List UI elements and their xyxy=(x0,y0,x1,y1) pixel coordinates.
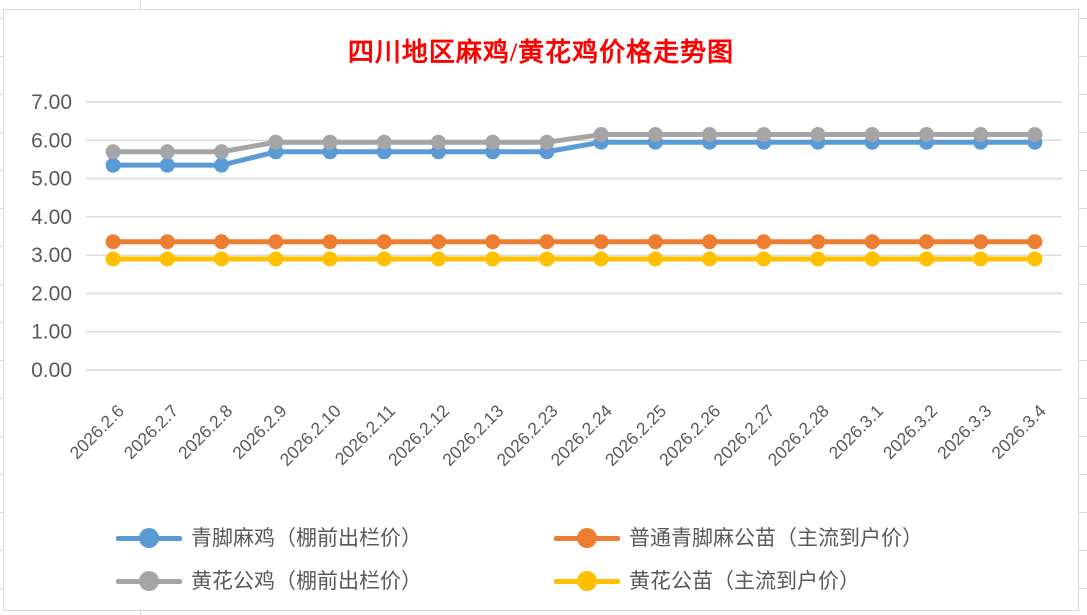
series-0-line xyxy=(113,139,1035,168)
series-2-point-13 xyxy=(810,127,826,143)
y-axis-tick-label: 4.00 xyxy=(31,206,72,229)
series-2-point-17 xyxy=(1027,127,1043,143)
legend-label: 黄花公苗（主流到户价） xyxy=(629,569,860,593)
series-1-point-1 xyxy=(159,234,175,250)
legend-line-marker-icon xyxy=(554,570,620,591)
legend-item-huanghua-gongmiao[interactable]: 黄花公苗（主流到户价） xyxy=(554,569,860,592)
series-3-point-13 xyxy=(810,251,826,267)
series-1-point-0 xyxy=(105,234,121,250)
legend-label: 黄花公鸡（棚前出栏价） xyxy=(191,569,422,593)
series-1-point-3 xyxy=(268,234,284,250)
y-axis-tick-label: 3.00 xyxy=(31,244,72,267)
series-0-point-2 xyxy=(214,157,230,173)
series-2-point-5 xyxy=(376,134,392,150)
series-2-point-1 xyxy=(159,144,175,160)
series-2-point-4 xyxy=(322,134,338,150)
series-2-line xyxy=(113,132,1035,155)
series-1-point-6 xyxy=(430,234,446,250)
series-2-point-6 xyxy=(430,134,446,150)
series-2-point-8 xyxy=(539,134,555,150)
series-3-point-14 xyxy=(864,251,880,267)
y-axis-tick-label: 6.00 xyxy=(31,129,72,152)
legend-line-marker-icon xyxy=(116,527,182,548)
series-1-point-12 xyxy=(756,234,772,250)
series-1-point-5 xyxy=(376,234,392,250)
series-3-point-4 xyxy=(322,251,338,267)
series-3-point-17 xyxy=(1027,251,1043,267)
x-axis-tick-label: 2026.3.1 xyxy=(825,401,887,463)
x-axis-tick-label: 2026.2.7 xyxy=(120,401,182,463)
series-3-point-2 xyxy=(214,251,230,267)
x-axis-tick-label: 2026.3.4 xyxy=(987,401,1049,463)
legend-label: 青脚麻鸡（棚前出栏价） xyxy=(191,526,422,550)
series-2-point-0 xyxy=(105,144,121,160)
series-2-point-15 xyxy=(918,127,934,143)
series-3-point-16 xyxy=(973,251,989,267)
series-2-point-10 xyxy=(647,127,663,143)
series-3-point-11 xyxy=(702,251,718,267)
legend-line-marker-icon xyxy=(554,527,620,548)
legend-item-huanghua-gongji[interactable]: 黄花公鸡（棚前出栏价） xyxy=(116,569,422,592)
legend-item-putong-qingjiaoma-gongmiao[interactable]: 普通青脚麻公苗（主流到户价） xyxy=(554,526,923,549)
y-axis-tick-label: 7.00 xyxy=(31,91,72,114)
series-3-point-3 xyxy=(268,251,284,267)
legend-label: 普通青脚麻公苗（主流到户价） xyxy=(629,526,923,550)
series-1-point-15 xyxy=(918,234,934,250)
series-3-point-12 xyxy=(756,251,772,267)
series-1-point-7 xyxy=(485,234,501,250)
series-2-point-9 xyxy=(593,127,609,143)
price-line-chart: 0.00 1.00 2.00 3.00 4.00 5.00 6.00 7.00 2026.2.6… xyxy=(31,91,1062,470)
x-axis-tick-label: 2026.2.8 xyxy=(174,401,236,463)
chart-panel[interactable]: 四川地区麻鸡/黄花鸡价格走势图 0.00 1.00 2.00 3.00 4.00 5.00… xyxy=(3,9,1079,611)
legend-item-qingjiao-maji[interactable]: 青脚麻鸡（棚前出栏价） xyxy=(116,526,422,549)
y-axis-tick-label: 0.00 xyxy=(31,359,72,382)
series-1-point-8 xyxy=(539,234,555,250)
legend-line-marker-icon xyxy=(116,570,182,591)
x-axis-tick-label: 2026.3.2 xyxy=(879,401,941,463)
series-0-point-1 xyxy=(159,157,175,173)
series-3-point-9 xyxy=(593,251,609,267)
series-1-point-11 xyxy=(702,234,718,250)
series-2-point-12 xyxy=(756,127,772,143)
series-3-point-7 xyxy=(485,251,501,267)
series-2-point-3 xyxy=(268,134,284,150)
series-3-point-1 xyxy=(159,251,175,267)
chart-legend: 青脚麻鸡（棚前出栏价） 普通青脚麻公苗（主流到户价） 黄花公鸡（棚前出栏价） 黄… xyxy=(4,10,1078,610)
chart-title: 四川地区麻鸡/黄花鸡价格走势图 xyxy=(347,38,735,67)
series-2-point-7 xyxy=(485,134,501,150)
x-axis-tick-label: 2026.2.6 xyxy=(66,401,128,463)
series-2-point-2 xyxy=(214,144,230,160)
series-1-point-16 xyxy=(973,234,989,250)
series-3-point-10 xyxy=(647,251,663,267)
series-1-point-10 xyxy=(647,234,663,250)
series-3-point-6 xyxy=(430,251,446,267)
series-2-point-11 xyxy=(702,127,718,143)
series-0-point-0 xyxy=(105,157,121,173)
series-2-point-16 xyxy=(973,127,989,143)
series-1-point-14 xyxy=(864,234,880,250)
series-3-point-5 xyxy=(376,251,392,267)
series-1-point-13 xyxy=(810,234,826,250)
series-1-point-2 xyxy=(214,234,230,250)
y-axis-tick-label: 1.00 xyxy=(31,321,72,344)
y-axis-tick-label: 2.00 xyxy=(31,282,72,305)
series-1-point-4 xyxy=(322,234,338,250)
series-3-point-15 xyxy=(918,251,934,267)
series-3-point-8 xyxy=(539,251,555,267)
series-2-point-14 xyxy=(864,127,880,143)
series-1-point-9 xyxy=(593,234,609,250)
y-axis-tick-label: 5.00 xyxy=(31,168,72,191)
series-1-point-17 xyxy=(1027,234,1043,250)
series-3-point-0 xyxy=(105,251,121,267)
x-axis-tick-label: 2026.3.3 xyxy=(933,401,995,463)
